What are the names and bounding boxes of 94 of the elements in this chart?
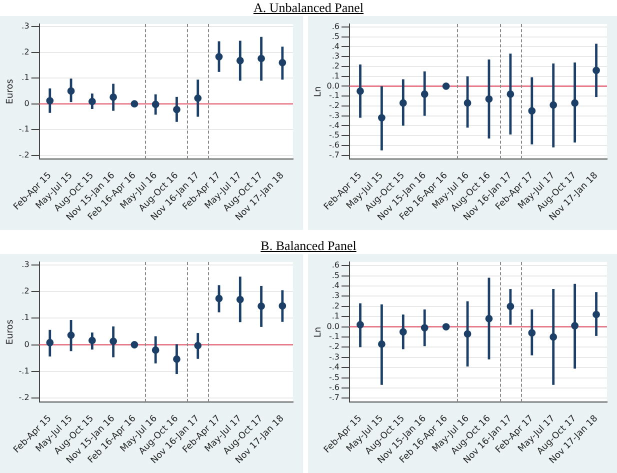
point [571,99,579,107]
point [152,346,160,354]
point [130,100,138,108]
point [528,107,536,115]
point [550,101,558,109]
y-tick-label: -.3 [328,110,340,120]
y-tick-label: .5 [332,32,340,41]
y-tick-label: .2 [332,301,340,310]
point [506,90,514,98]
y-tick-label: .1 [22,73,30,82]
y-tick-label: -.3 [328,352,340,362]
y-tick-label: -.2 [328,342,340,352]
point [528,329,536,337]
y-axis-title: Euros [6,78,16,104]
point [356,321,364,328]
point [571,322,579,330]
y-tick-label: .6 [332,260,340,270]
point [130,341,138,348]
point [399,328,407,336]
y-tick-label: .2 [22,286,30,296]
point [194,94,202,102]
point [236,296,244,304]
y-tick-label: .2 [22,47,30,56]
y-tick-label: -.7 [328,150,340,160]
y-tick-label: .6 [332,22,340,32]
y-axis-title: Ln [314,86,324,97]
point [550,333,558,341]
y-axis-title: Ln [314,326,324,338]
point [215,294,223,302]
point [88,336,96,344]
point [173,106,180,114]
y-tick-label: .1 [332,71,340,80]
point [485,314,493,322]
point [152,100,160,108]
point [464,330,472,338]
point [67,331,75,339]
point [46,97,54,104]
y-tick-label: 0 [24,340,30,349]
point [420,90,428,98]
y-tick-label: -.1 [328,332,340,342]
y-tick-label: .1 [332,312,340,321]
y-tick-label: -.1 [328,91,340,100]
point [592,310,600,318]
point [464,99,472,107]
point [442,82,450,90]
y-tick-label: .4 [332,42,340,51]
point [442,323,450,330]
point [506,302,514,310]
chart-title: B. Balanced Panel [260,238,358,254]
point [110,93,118,101]
y-tick-label: -.7 [328,393,340,402]
point [378,340,386,348]
y-tick-label: -.2 [18,150,30,160]
point [173,355,180,363]
point [110,338,118,345]
point [258,54,265,62]
y-tick-label: -.1 [18,124,30,134]
y-tick-label: .4 [332,281,340,290]
point [46,338,54,346]
y-tick-label: -.5 [328,130,340,140]
y-tick-label: .3 [22,260,30,270]
y-tick-label: -.6 [328,383,340,392]
y-tick-label: -.2 [18,393,30,402]
point [258,302,265,310]
y-tick-label: .3 [332,52,340,61]
point [378,114,386,122]
y-tick-label: -.1 [18,366,30,376]
point [194,342,202,350]
y-tick-label: -.6 [328,140,340,150]
y-tick-label: 0.0 [326,81,340,90]
chart-title: A. Unbalanced Panel [252,0,365,16]
point [236,56,244,64]
point [420,324,428,332]
point [485,95,493,103]
y-axis-title: Euros [6,319,16,345]
y-tick-label: .1 [22,313,30,322]
point [67,87,75,95]
y-tick-label: -.5 [328,372,340,382]
y-tick-label: .2 [332,62,340,71]
y-tick-label: -.2 [328,101,340,110]
y-tick-label: .3 [22,22,30,31]
y-tick-label: .5 [332,270,340,280]
point [88,98,96,106]
point [356,87,364,95]
y-tick-label: 0.0 [326,322,340,331]
point [592,66,600,74]
point [278,302,286,310]
point [215,53,223,60]
point [278,58,286,66]
y-tick-label: 0 [24,98,30,108]
y-tick-label: -.4 [328,362,340,372]
y-tick-label: .3 [332,291,340,300]
y-tick-label: -.4 [328,120,340,130]
point [399,99,407,107]
